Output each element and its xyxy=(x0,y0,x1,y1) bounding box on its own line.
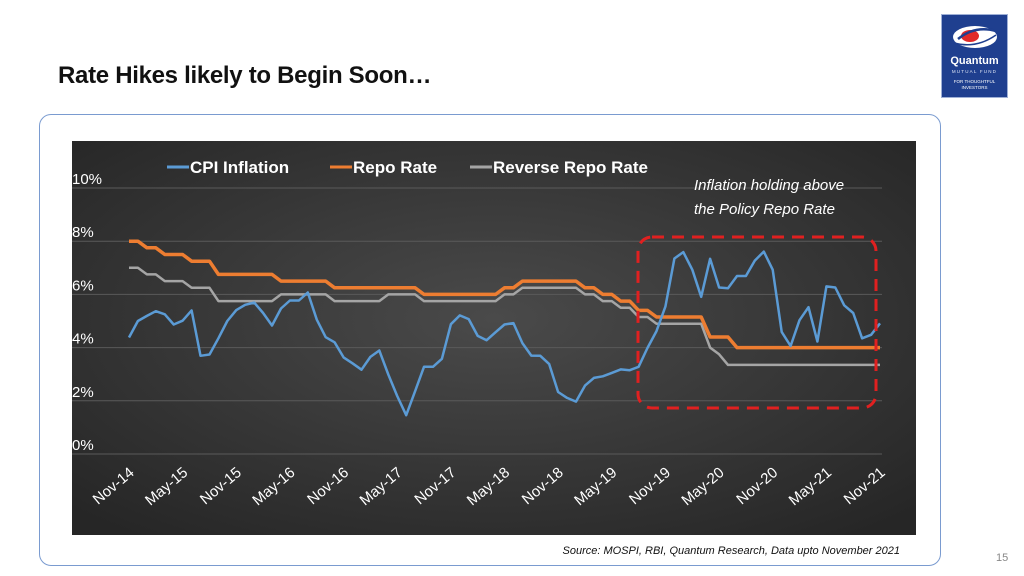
highlight-box xyxy=(636,235,878,410)
logo-tagline-line-1: FOR THOUGHTFUL xyxy=(953,79,996,84)
logo-brand: Quantum xyxy=(950,55,999,67)
legend-label: Reverse Repo Rate xyxy=(493,158,648,177)
y-tick-label: 0% xyxy=(72,437,94,454)
quantum-logo: Quantum MUTUAL FUND FOR THOUGHTFUL INVES… xyxy=(941,14,1008,98)
y-tick-label: 10% xyxy=(72,171,102,188)
y-tick-labels: 0% 2% 4% 6% 8% 10% xyxy=(72,171,102,454)
legend-label: Repo Rate xyxy=(353,158,437,177)
y-tick-label: 4% xyxy=(72,331,94,348)
chart-legend: CPI Inflation Repo Rate Reverse Repo Rate xyxy=(167,158,648,177)
y-tick-label: 2% xyxy=(72,384,94,401)
series-line-reverse-repo-rate xyxy=(129,266,880,367)
series-line-cpi-inflation xyxy=(127,250,881,417)
annotation-line-1: Inflation holding above xyxy=(694,177,844,194)
y-tick-label: 6% xyxy=(72,277,94,294)
logo-sub: MUTUAL FUND xyxy=(951,69,998,74)
y-tick-label: 8% xyxy=(72,224,94,241)
logo-tagline-line-2: INVESTORS xyxy=(961,85,988,90)
series-line-repo-rate xyxy=(129,239,880,350)
rates-line-chart: 0%2%4%6%8%10% Nov-14 May-15 Nov-15 May-16 No… xyxy=(72,141,916,535)
logo-emblem-icon xyxy=(953,26,997,48)
annotation-line-2: the Policy Repo Rate xyxy=(694,201,835,218)
legend-label: CPI Inflation xyxy=(190,158,289,177)
chart-background xyxy=(72,141,916,535)
page-number: 15 xyxy=(996,552,1009,564)
chart-container: 0% 2% 4% 6% 8% 10% Nov-14 May-15 Nov-15 May-16 No… xyxy=(72,141,916,535)
logo-tagline: FOR THOUGHTFUL INVESTORS xyxy=(942,79,1007,91)
series-layer xyxy=(127,239,881,417)
source-note: Source: MOSPI, RBI, Quantum Research, Da… xyxy=(562,545,901,557)
slide-title: Rate Hikes likely to Begin Soon… xyxy=(58,62,432,89)
